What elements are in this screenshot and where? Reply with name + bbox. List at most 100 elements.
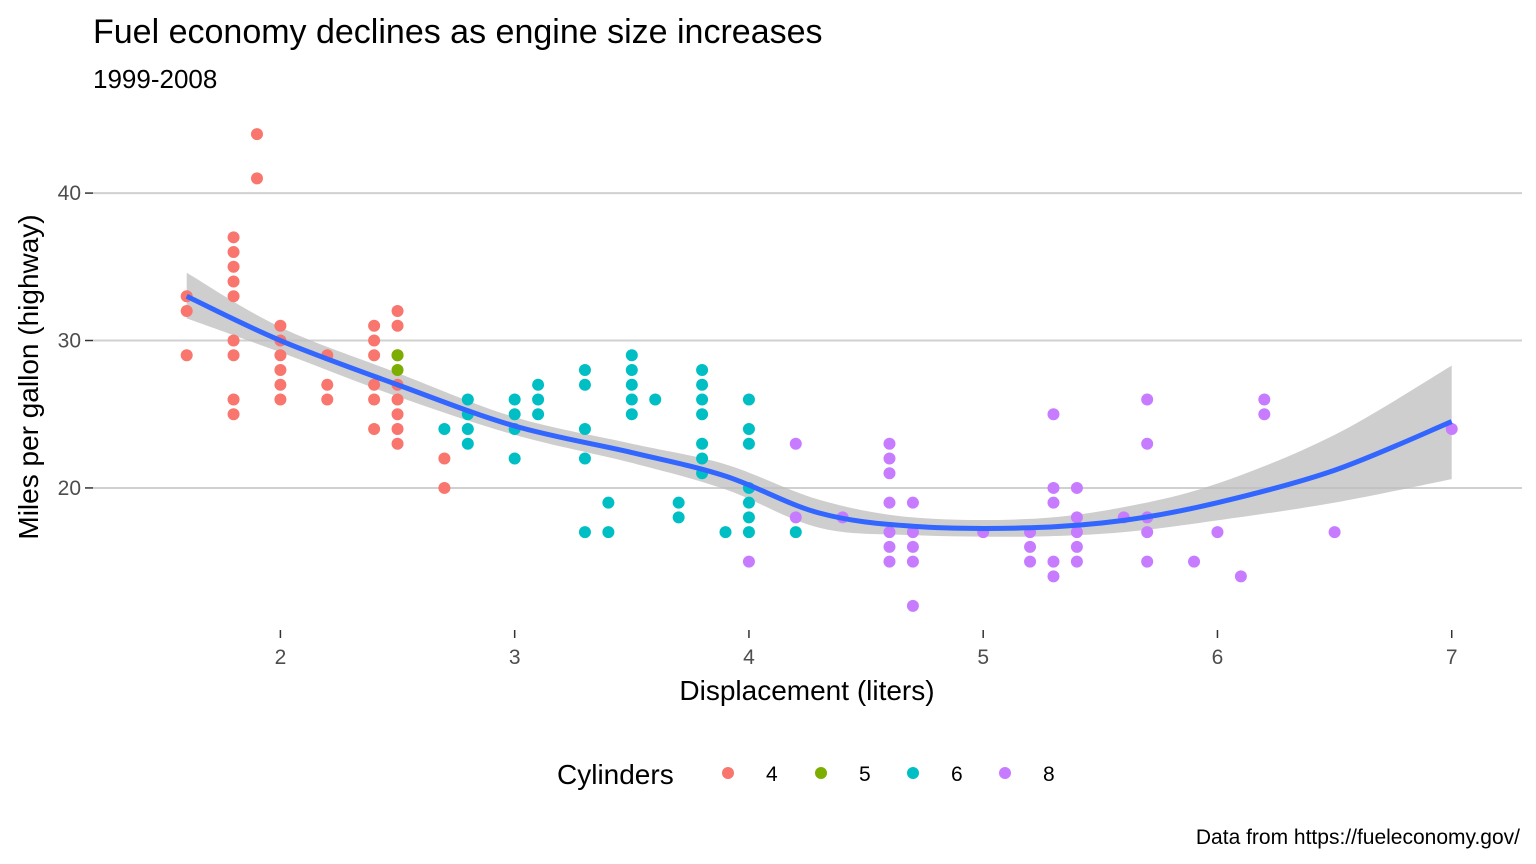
data-point-cyl-4 <box>391 422 404 435</box>
data-point-cyl-4 <box>274 393 287 406</box>
data-point-cyl-8 <box>789 511 802 524</box>
data-point-cyl-6 <box>696 364 709 376</box>
data-point-cyl-6 <box>672 511 685 524</box>
data-point-cyl-8 <box>906 540 919 553</box>
data-point-cyl-4 <box>368 393 381 406</box>
data-point-cyl-4 <box>227 349 240 362</box>
chart-title: Fuel economy declines as engine size inc… <box>93 13 823 51</box>
confidence-band-area <box>186 272 1452 537</box>
data-point-cyl-6 <box>672 496 685 509</box>
data-point-cyl-6 <box>742 422 755 435</box>
data-point-cyl-6 <box>578 452 591 465</box>
data-point-cyl-8 <box>1047 555 1060 568</box>
y-axis-title: Miles per gallon (highway) <box>13 214 44 539</box>
data-point-cyl-4 <box>227 231 240 244</box>
data-point-cyl-8 <box>906 555 919 568</box>
data-point-cyl-8 <box>1070 526 1083 539</box>
data-point-cyl-4 <box>274 378 287 391</box>
data-point-cyl-4 <box>368 378 381 391</box>
data-point-cyl-6 <box>578 378 591 391</box>
data-point-cyl-8 <box>1188 555 1201 568</box>
data-point-cyl-8 <box>1024 555 1037 568</box>
chart-subtitle: 1999-2008 <box>93 64 217 94</box>
x-tick-label: 3 <box>509 646 521 669</box>
data-point-cyl-6 <box>742 437 755 450</box>
data-point-cyl-8 <box>1141 555 1154 568</box>
x-tick-label: 4 <box>743 646 755 669</box>
data-point-cyl-4 <box>368 349 381 362</box>
data-point-cyl-8 <box>1328 526 1341 539</box>
data-point-cyl-6 <box>508 393 521 406</box>
data-point-cyl-6 <box>789 526 802 539</box>
data-point-cyl-6 <box>438 422 451 435</box>
axis-ticks: 20 30 40 2 3 4 5 6 7 <box>58 182 1458 669</box>
data-point-cyl-4 <box>321 393 334 406</box>
confidence-band <box>186 272 1452 537</box>
data-point-cyl-8 <box>883 526 896 539</box>
data-point-cyl-8 <box>1445 422 1458 435</box>
data-point-cyl-6 <box>532 408 545 421</box>
smooth-line <box>185 294 1453 531</box>
data-point-cyl-6 <box>532 393 545 406</box>
data-point-cyl-8 <box>883 452 896 465</box>
data-point-cyl-6 <box>578 364 591 376</box>
data-point-cyl-6 <box>532 378 545 391</box>
data-point-cyl-6 <box>625 393 638 406</box>
data-point-cyl-4 <box>227 334 240 347</box>
data-point-cyl-8 <box>883 467 896 480</box>
data-point-cyl-4 <box>274 349 287 362</box>
data-point-cyl-6 <box>508 452 521 465</box>
data-point-cyl-6 <box>461 437 474 450</box>
data-point-cyl-6 <box>742 511 755 524</box>
legend-key-4 <box>722 767 734 779</box>
smooth-trend-line <box>185 294 1453 531</box>
data-point-cyl-6 <box>649 393 662 406</box>
y-tick-label: 40 <box>58 182 81 205</box>
data-point-cyl-4 <box>368 422 381 435</box>
y-tick-label: 30 <box>58 330 81 353</box>
data-point-cyl-6 <box>625 408 638 421</box>
x-axis-title: Displacement (liters) <box>679 675 934 706</box>
data-point-cyl-6 <box>461 422 474 435</box>
data-point-cyl-4 <box>368 319 381 332</box>
data-point-cyl-6 <box>719 526 732 539</box>
data-point-cyl-8 <box>883 496 896 509</box>
data-point-cyl-4 <box>227 260 240 273</box>
data-point-cyl-4 <box>227 290 240 303</box>
data-point-cyl-8 <box>906 599 919 612</box>
data-point-cyl-8 <box>1047 496 1060 509</box>
data-point-cyl-4 <box>180 305 193 318</box>
legend-label-5: 5 <box>859 763 871 786</box>
data-point-cyl-5 <box>391 364 404 376</box>
data-point-cyl-4 <box>391 319 404 332</box>
x-tick-label: 5 <box>977 646 989 669</box>
data-point-cyl-6 <box>602 496 615 509</box>
data-point-cyl-4 <box>274 364 287 376</box>
chart-caption: Data from https://fueleconomy.gov/ <box>1196 826 1520 849</box>
legend-title: Cylinders <box>557 759 674 790</box>
data-point-cyl-8 <box>1141 526 1154 539</box>
data-point-cyl-8 <box>1258 408 1271 421</box>
data-point-cyl-6 <box>602 526 615 539</box>
data-point-cyl-8 <box>1070 540 1083 553</box>
data-point-cyl-6 <box>696 452 709 465</box>
data-point-cyl-8 <box>1141 437 1154 450</box>
data-point-cyl-8 <box>1234 570 1247 583</box>
data-point-cyl-6 <box>578 422 591 435</box>
data-point-cyl-8 <box>906 496 919 509</box>
data-point-cyl-6 <box>742 526 755 539</box>
data-point-cyl-6 <box>625 364 638 376</box>
data-point-cyl-5 <box>391 349 404 362</box>
legend-key-8 <box>999 767 1011 779</box>
x-tick-label: 2 <box>275 646 287 669</box>
data-point-cyl-8 <box>1047 408 1060 421</box>
data-point-cyl-8 <box>1211 526 1224 539</box>
data-point-cyl-6 <box>461 393 474 406</box>
data-point-cyl-4 <box>227 408 240 421</box>
data-point-cyl-8 <box>1070 555 1083 568</box>
data-point-cyl-4 <box>274 319 287 332</box>
data-point-cyl-6 <box>696 393 709 406</box>
data-point-cyl-4 <box>438 452 451 465</box>
data-point-cyl-8 <box>883 540 896 553</box>
